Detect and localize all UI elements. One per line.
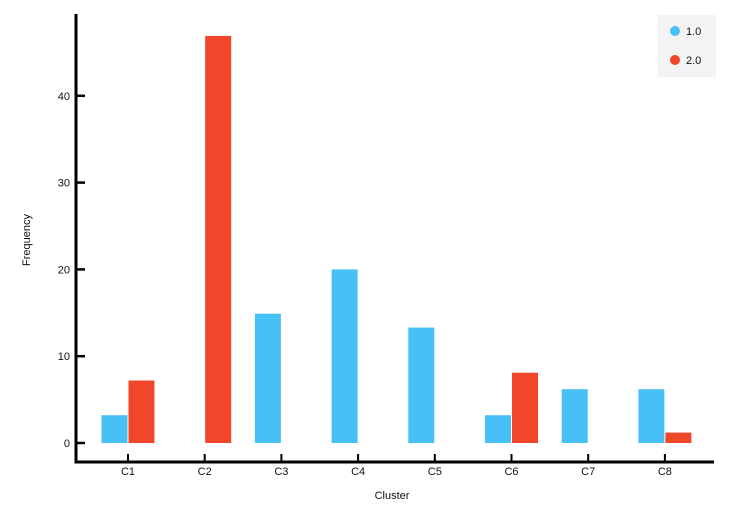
y-tick-label: 40 — [58, 91, 70, 103]
x-axis: C1 C2 C3 C4 C5 C6 C7 C8 — [74, 454, 714, 478]
y-tick-label: 0 — [64, 438, 70, 450]
y-tick-label: 20 — [58, 264, 70, 276]
bar-c5-series-1 — [408, 327, 435, 443]
x-tick-label-c2: C2 — [198, 466, 212, 478]
x-tick-label-c6: C6 — [504, 466, 518, 478]
y-axis: 0 10 20 30 40 — [58, 14, 85, 464]
x-tick-label-c4: C4 — [351, 466, 365, 478]
bar-c6-series-2 — [512, 372, 538, 443]
bar-c1-series-1 — [101, 415, 128, 443]
bar-c4-series-1 — [331, 269, 358, 443]
bar-c6-series-1 — [485, 415, 511, 443]
y-tick-label: 30 — [58, 178, 70, 190]
x-tick-label-c7: C7 — [581, 466, 595, 478]
legend-label-series-2: 2.0 — [686, 55, 701, 67]
x-tick-label-c1: C1 — [121, 466, 135, 478]
legend-label-series-1: 1.0 — [686, 26, 701, 38]
legend: 1.0 2.0 — [658, 15, 716, 77]
x-tick-label-c5: C5 — [428, 466, 442, 478]
bar-c7-series-1 — [561, 389, 588, 443]
x-tick-label-c3: C3 — [274, 466, 288, 478]
x-axis-title: Cluster — [375, 490, 410, 502]
bar-c3-series-1 — [254, 313, 281, 443]
bar-c1-series-2 — [128, 380, 155, 443]
y-tick-label: 10 — [58, 351, 70, 363]
bar-c2-series-2 — [205, 35, 232, 444]
bars — [101, 35, 692, 444]
legend-marker-series-1 — [670, 26, 680, 36]
x-tick-label-c8: C8 — [658, 466, 672, 478]
bar-c8-series-1 — [638, 389, 665, 443]
legend-marker-series-2 — [670, 55, 680, 65]
bar-c8-series-2 — [665, 432, 692, 443]
y-axis-title: Frequency — [21, 214, 33, 266]
legend-box — [658, 15, 716, 77]
